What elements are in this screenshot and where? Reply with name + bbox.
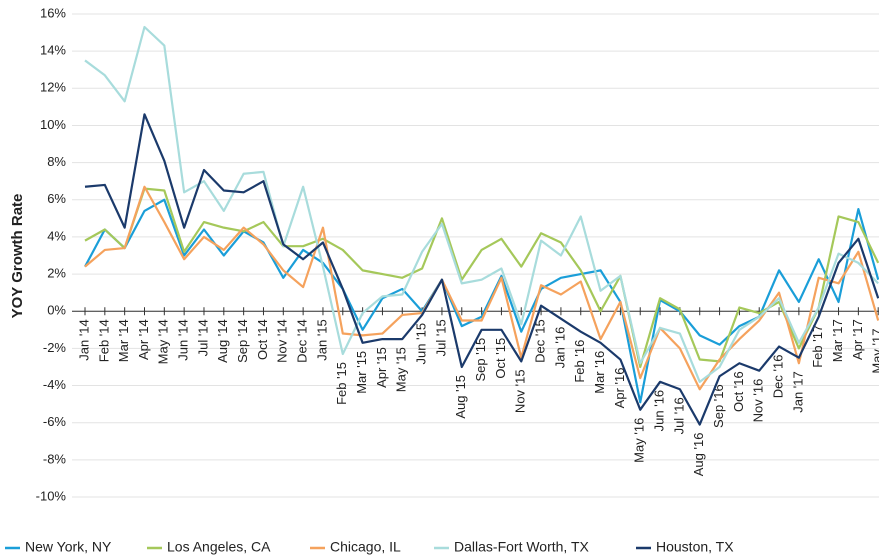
x-tick-label: Oct '16 xyxy=(731,371,746,412)
x-tick-label: Mar '14 xyxy=(116,319,131,362)
x-tick-label: Aug '14 xyxy=(215,319,230,363)
x-tick-label: Sep '14 xyxy=(235,319,250,363)
x-tick-label: Jun '15 xyxy=(414,323,429,365)
x-tick-label: Nov '16 xyxy=(751,379,766,423)
x-tick-label: Apr '14 xyxy=(136,319,151,360)
x-tick-label: Mar '17 xyxy=(830,319,845,362)
series-line xyxy=(84,185,879,391)
x-tick-label: Jan '16 xyxy=(552,327,567,369)
x-tick-label: Apr '17 xyxy=(850,319,865,360)
y-tick-label: 4% xyxy=(47,228,66,243)
y-tick-label: -10% xyxy=(36,488,67,503)
x-tick-label: Sep '16 xyxy=(711,384,726,428)
x-tick-label: Jul '16 xyxy=(671,397,686,434)
x-tick-label: Jan '15 xyxy=(314,319,329,361)
x-tick-label: Dec '15 xyxy=(533,319,548,363)
x-tick-label: Jun '16 xyxy=(652,390,667,432)
y-tick-label: 10% xyxy=(40,117,66,132)
y-tick-label: 6% xyxy=(47,191,66,206)
x-tick-label: Jun '14 xyxy=(176,319,191,361)
y-tick-label: 14% xyxy=(40,43,66,58)
x-tick-label: May '16 xyxy=(632,418,647,463)
y-tick-label: 2% xyxy=(47,266,66,281)
legend-label: New York, NY xyxy=(25,539,112,555)
x-tick-label: Sep '15 xyxy=(473,338,488,382)
series-line xyxy=(84,25,879,383)
legend-label: Chicago, IL xyxy=(330,539,401,555)
x-tick-label: Aug '16 xyxy=(691,433,706,477)
x-tick-label: May '15 xyxy=(394,347,409,392)
x-tick-label: Nov '14 xyxy=(275,319,290,363)
y-tick-label: -4% xyxy=(43,377,67,392)
x-tick-label: Jul '14 xyxy=(195,319,210,356)
legend-label: Houston, TX xyxy=(656,539,734,555)
x-tick-label: Jul '15 xyxy=(433,319,448,356)
x-tick-label: Mar '16 xyxy=(592,351,607,394)
y-tick-label: -2% xyxy=(43,340,67,355)
x-tick-label: Jan '17 xyxy=(790,371,805,413)
x-tick-label: May '14 xyxy=(156,319,171,364)
x-tick-label: Jan '14 xyxy=(76,319,91,361)
y-tick-label: 8% xyxy=(47,154,66,169)
x-tick-label: Feb '17 xyxy=(810,325,825,368)
x-tick-label: Oct '14 xyxy=(255,319,270,360)
x-tick-label: Feb '16 xyxy=(572,340,587,383)
x-tick-label: May '17 xyxy=(870,329,879,374)
y-tick-label: -8% xyxy=(43,451,67,466)
legend-label: Dallas-Fort Worth, TX xyxy=(454,539,590,555)
x-tick-label: Nov '15 xyxy=(513,369,528,413)
y-axis-title: YOY Growth Rate xyxy=(9,194,26,319)
x-tick-label: Feb '14 xyxy=(96,319,111,362)
x-tick-label: Aug '15 xyxy=(453,375,468,419)
y-tick-label: 16% xyxy=(40,5,66,20)
x-tick-label: Apr '15 xyxy=(374,347,389,388)
y-tick-label: -6% xyxy=(43,414,67,429)
series-line xyxy=(84,187,879,369)
y-tick-label: 12% xyxy=(40,80,66,95)
x-tick-label: Dec '14 xyxy=(295,319,310,363)
x-tick-label: Mar '15 xyxy=(354,351,369,394)
x-tick-label: Apr '16 xyxy=(612,368,627,409)
legend-label: Los Angeles, CA xyxy=(167,539,271,555)
series-line xyxy=(84,113,879,426)
x-tick-label: Dec '16 xyxy=(770,355,785,399)
y-tick-label: 0% xyxy=(47,303,66,318)
x-tick-label: Feb '15 xyxy=(334,362,349,405)
x-tick-label: Oct '15 xyxy=(493,338,508,379)
